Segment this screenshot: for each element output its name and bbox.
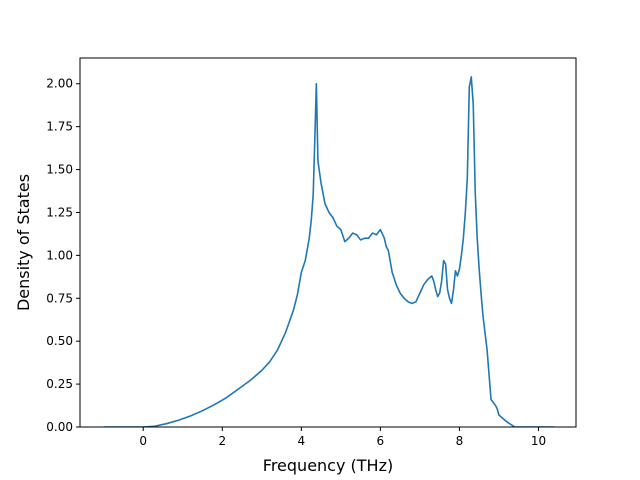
x-axis-label: Frequency (THz) bbox=[263, 456, 393, 475]
y-tick-label: 1.50 bbox=[46, 163, 73, 177]
axes-frame bbox=[79, 57, 577, 428]
plot-area bbox=[103, 76, 555, 427]
x-tick-label: 4 bbox=[298, 434, 306, 448]
y-tick-label: 1.25 bbox=[46, 205, 73, 219]
y-tick-label: 2.00 bbox=[46, 77, 73, 91]
y-tick-label: 0.75 bbox=[46, 291, 73, 305]
y-tick-label: 1.00 bbox=[46, 248, 73, 262]
x-axis-ticks: 0 2 4 6 8 10 bbox=[139, 427, 546, 448]
x-tick-label: 8 bbox=[456, 434, 464, 448]
y-tick-label: 1.75 bbox=[46, 120, 73, 134]
y-axis-label: Density of States bbox=[14, 174, 33, 311]
y-tick-label: 0.25 bbox=[46, 377, 73, 391]
y-axis-ticks: 0.00 0.25 0.50 0.75 1.00 1.25 1.50 1.75 2.00 bbox=[46, 77, 80, 434]
x-tick-label: 2 bbox=[218, 434, 226, 448]
dos-series-line-0 bbox=[103, 76, 555, 427]
x-tick-label: 10 bbox=[531, 434, 546, 448]
y-tick-label: 0.00 bbox=[46, 420, 73, 434]
x-tick-label: 6 bbox=[377, 434, 385, 448]
y-tick-label: 0.50 bbox=[46, 334, 73, 348]
x-tick-label: 0 bbox=[139, 434, 147, 448]
